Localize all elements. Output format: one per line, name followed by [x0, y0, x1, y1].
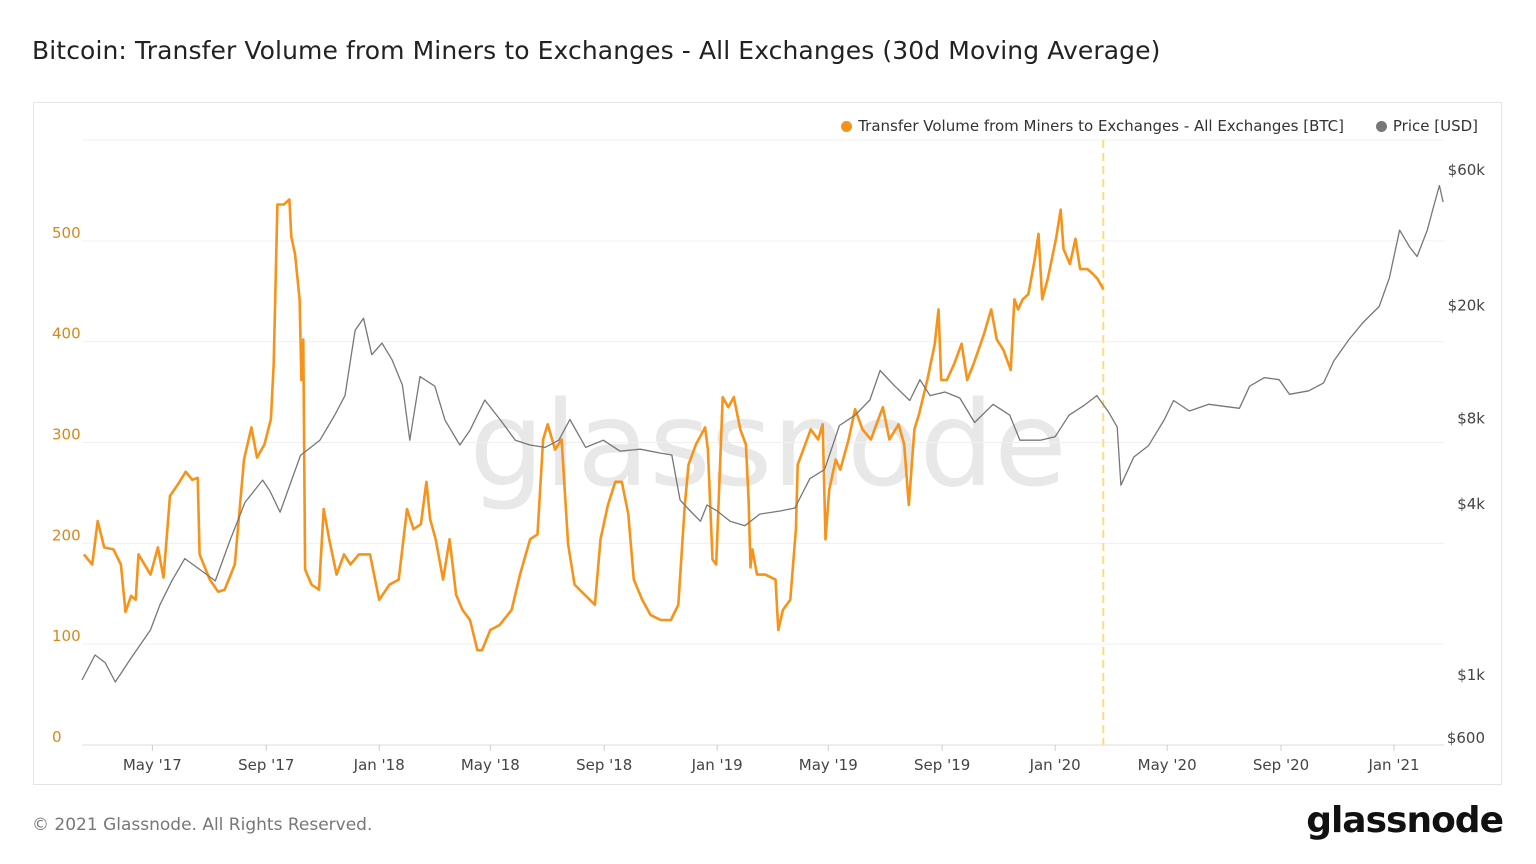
- x-tick-label: Sep '20: [1253, 756, 1309, 774]
- x-tick-label: Sep '19: [914, 756, 970, 774]
- y-right-tick-label: $60k: [1448, 161, 1486, 179]
- series-line-price: [81, 184, 1444, 683]
- y-right-tick-label: $8k: [1457, 410, 1485, 428]
- series-line-transfer-volume: [82, 198, 1105, 652]
- y-right-tick-label: $1k: [1457, 666, 1485, 684]
- brand-logo: glassnode: [1306, 800, 1504, 841]
- x-tick-label: May '20: [1138, 756, 1197, 774]
- volume-legend-dot-icon: [841, 120, 853, 132]
- y-right-tick-label: $600: [1447, 729, 1485, 747]
- watermark: glassnode: [469, 375, 1066, 513]
- x-tick-label: Sep '17: [238, 756, 294, 774]
- y-right-tick-label: $4k: [1457, 495, 1485, 513]
- x-tick-label: Jan '21: [1367, 756, 1419, 774]
- y-left-tick-label: 100: [52, 627, 81, 645]
- legend-label-price: Price [USD]: [1392, 117, 1478, 135]
- x-tick-label: Jan '18: [353, 756, 405, 774]
- y-left-tick-label: 400: [52, 325, 81, 343]
- x-tick-label: May '19: [799, 756, 858, 774]
- x-tick-label: Sep '18: [576, 756, 632, 774]
- y-right-tick-label: $20k: [1448, 297, 1486, 315]
- legend-item-price[interactable]: Price [USD]: [1375, 117, 1478, 135]
- y-left-tick-label: 200: [52, 526, 81, 544]
- price-legend-dot-icon: [1375, 120, 1387, 132]
- y-left-tick-label: 500: [52, 224, 81, 242]
- chart-title: Bitcoin: Transfer Volume from Miners to …: [32, 36, 1161, 65]
- x-tick-label: Jan '19: [691, 756, 743, 774]
- y-left-tick-label: 0: [52, 728, 62, 746]
- x-tick-label: May '18: [461, 756, 520, 774]
- chart-frame: [33, 102, 1502, 785]
- y-left-tick-label: 300: [52, 426, 81, 444]
- x-tick-label: Jan '20: [1029, 756, 1081, 774]
- legend-label-volume: Transfer Volume from Miners to Exchanges…: [858, 117, 1344, 135]
- legend-item-volume[interactable]: Transfer Volume from Miners to Exchanges…: [841, 117, 1344, 135]
- copyright: © 2021 Glassnode. All Rights Reserved.: [32, 815, 373, 835]
- x-tick-label: May '17: [123, 756, 182, 774]
